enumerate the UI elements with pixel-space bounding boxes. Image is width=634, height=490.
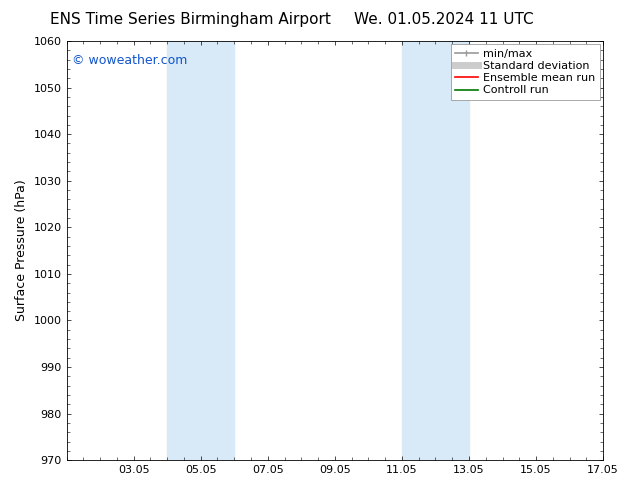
- Text: © woweather.com: © woweather.com: [72, 53, 187, 67]
- Text: We. 01.05.2024 11 UTC: We. 01.05.2024 11 UTC: [354, 12, 534, 27]
- Legend: min/max, Standard deviation, Ensemble mean run, Controll run: min/max, Standard deviation, Ensemble me…: [451, 45, 600, 100]
- Bar: [167, 41, 234, 460]
- Y-axis label: Surface Pressure (hPa): Surface Pressure (hPa): [15, 180, 28, 321]
- Text: ENS Time Series Birmingham Airport: ENS Time Series Birmingham Airport: [49, 12, 331, 27]
- Bar: [402, 41, 469, 460]
